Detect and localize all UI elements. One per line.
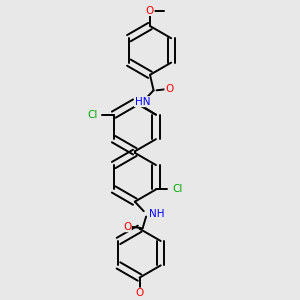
Text: Cl: Cl — [87, 110, 97, 120]
Text: HN: HN — [134, 97, 150, 106]
Text: Cl: Cl — [172, 184, 183, 194]
Text: NH: NH — [149, 208, 165, 219]
Text: O: O — [123, 222, 131, 232]
Text: O: O — [146, 5, 154, 16]
Text: O: O — [136, 288, 144, 298]
Text: O: O — [165, 84, 173, 94]
